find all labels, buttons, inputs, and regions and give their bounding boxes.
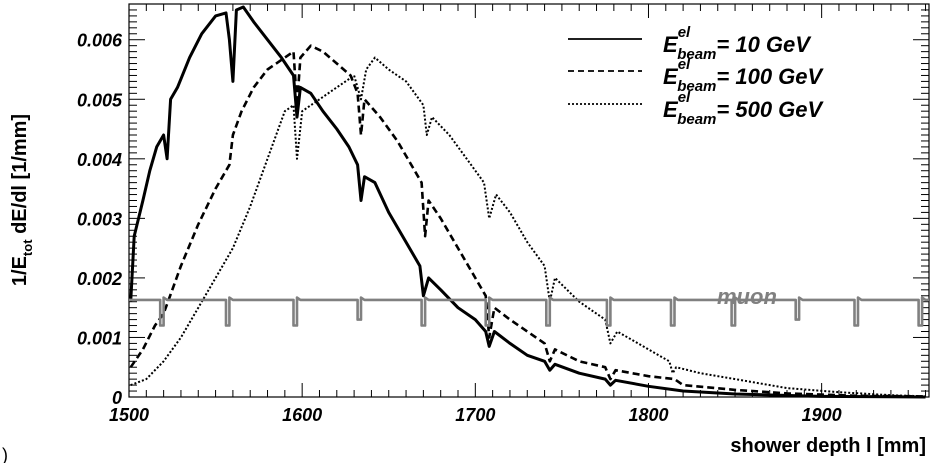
x-tick-label: 1600 (282, 405, 322, 425)
x-axis-title: shower depth l [mm] (730, 435, 926, 457)
y-tick-label: 0.005 (77, 90, 123, 110)
series-line-2 (130, 56, 926, 398)
legend-label-10gev: Eel beam= 10 GeV (663, 24, 812, 63)
x-tick-label: 1800 (628, 405, 668, 425)
x-tick-labels: 1500 1600 1700 1800 1900 (109, 405, 842, 425)
y-tick-labels: 0 0.001 0.002 0.003 0.004 0.005 0.006 (77, 31, 123, 408)
legend-label-500gev: Eel beam= 500 GeV (663, 89, 825, 128)
y-tick-label: 0.002 (77, 269, 122, 289)
y-tick-label: 0.004 (77, 150, 122, 170)
y-tick-label: 0.001 (77, 328, 122, 348)
series-line-0 (129, 5, 926, 399)
series-line-3 (129, 296, 929, 327)
x-tick-label: 1700 (455, 405, 495, 425)
y-axis-title-rest: dE/dl [1/mm] (9, 114, 31, 240)
x-tick-label: 1900 (802, 405, 842, 425)
series-layer (129, 5, 929, 399)
y-axis-title-main: 1/E (9, 256, 31, 286)
legend-label-100gev: Eel beam= 100 GeV (663, 56, 825, 95)
y-axis-title-sub: tot (20, 239, 35, 256)
series-line-1 (129, 44, 926, 398)
muon-label: muon (717, 284, 777, 309)
x-tick-label: 1500 (109, 405, 149, 425)
y-axis-title: 1/Etot dE/dl [1/mm] (9, 114, 35, 286)
plot-frame (128, 3, 930, 398)
axis-ticks (128, 3, 929, 398)
legend: Eel beam= 10 GeV Eel beam= 100 GeV Eel beam… (568, 24, 825, 128)
stray-paren: ) (2, 445, 8, 463)
y-tick-label: 0.003 (77, 209, 122, 229)
y-tick-label: 0 (112, 388, 122, 408)
y-tick-label: 0.006 (77, 31, 123, 51)
